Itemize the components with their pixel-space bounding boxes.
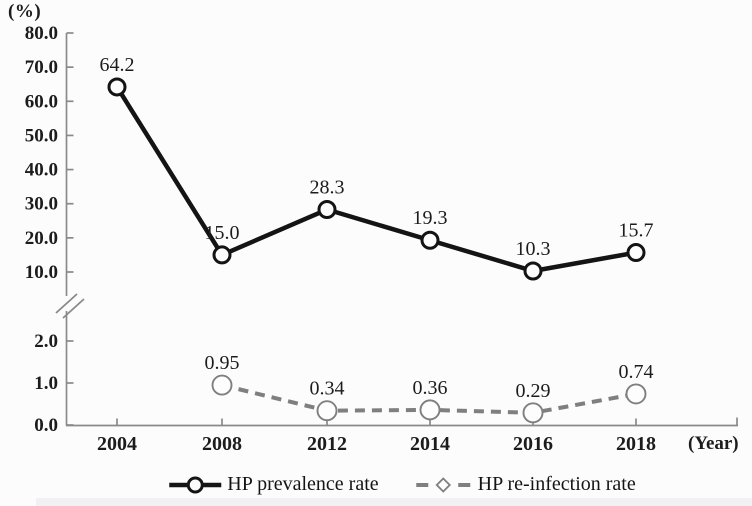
x-axis-unit-label: (Year) xyxy=(688,433,739,454)
x-tick-label: 2016 xyxy=(513,433,553,455)
data-point-marker xyxy=(107,77,127,97)
series-prevalence-line xyxy=(115,85,637,274)
data-point-label: 64.2 xyxy=(100,54,135,76)
data-point-marker xyxy=(211,374,233,396)
bottom-strip xyxy=(36,498,752,506)
y-tick-label: 30.0 xyxy=(25,194,58,215)
data-point-label: 0.29 xyxy=(516,380,551,402)
data-point-marker xyxy=(523,261,543,281)
x-tick-label: 2018 xyxy=(616,433,656,455)
reinfection-line-marker-icon xyxy=(416,476,471,493)
axis-break-icon xyxy=(62,298,85,319)
data-point-marker xyxy=(316,400,338,422)
prevalence-line-marker-icon xyxy=(169,476,222,493)
y-tick-label: 40.0 xyxy=(25,160,58,181)
legend-item-prevalence: HP prevalence rate xyxy=(168,473,379,496)
y-tick-label: 60.0 xyxy=(25,91,58,112)
data-point-label: 15.7 xyxy=(619,220,654,242)
data-point-marker xyxy=(625,383,647,405)
y-tick-label: 0.0 xyxy=(34,415,58,436)
data-point-label: 0.36 xyxy=(413,377,448,399)
legend-item-reinfection: HP re-infection rate xyxy=(415,473,636,496)
x-tick-label: 2014 xyxy=(410,433,450,455)
axis-break-icon xyxy=(55,293,78,314)
x-tick-label: 2004 xyxy=(97,433,137,455)
data-point-label: 15.0 xyxy=(205,222,240,244)
data-point-marker xyxy=(419,399,441,421)
legend-label-prevalence: HP prevalence rate xyxy=(227,473,379,495)
y-axis-unit-label: (%) xyxy=(8,1,42,22)
data-point-marker xyxy=(522,402,544,424)
data-point-marker xyxy=(626,243,646,263)
x-tick-label: 2008 xyxy=(202,433,242,455)
x-tick-label: 2012 xyxy=(307,433,347,455)
line-chart: 80.0 70.0 60.0 50.0 40.0 30.0 20.0 10.0 2.0 1.0 0.… xyxy=(25,23,738,455)
y-tick-label: 20.0 xyxy=(25,228,58,249)
data-point-label: 0.95 xyxy=(205,352,240,374)
data-point-label: 0.74 xyxy=(619,361,654,383)
y-tick-label: 2.0 xyxy=(34,331,58,352)
data-point-label: 0.34 xyxy=(310,378,345,400)
y-tick-label: 50.0 xyxy=(25,125,58,146)
y-tick-label: 80.0 xyxy=(25,23,58,44)
y-tick-label: 10.0 xyxy=(25,262,58,283)
data-point-marker xyxy=(212,245,232,265)
data-point-label: 19.3 xyxy=(413,207,448,229)
data-point-marker xyxy=(317,200,337,220)
y-tick-label: 70.0 xyxy=(25,57,58,78)
data-point-marker xyxy=(420,230,440,250)
y-tick-label: 1.0 xyxy=(34,373,58,394)
data-point-label: 10.3 xyxy=(516,238,551,260)
data-point-label: 28.3 xyxy=(310,177,345,199)
legend-label-reinfection: HP re-infection rate xyxy=(477,473,636,495)
legend: HP prevalence rate HP re-infection rate xyxy=(168,473,636,496)
